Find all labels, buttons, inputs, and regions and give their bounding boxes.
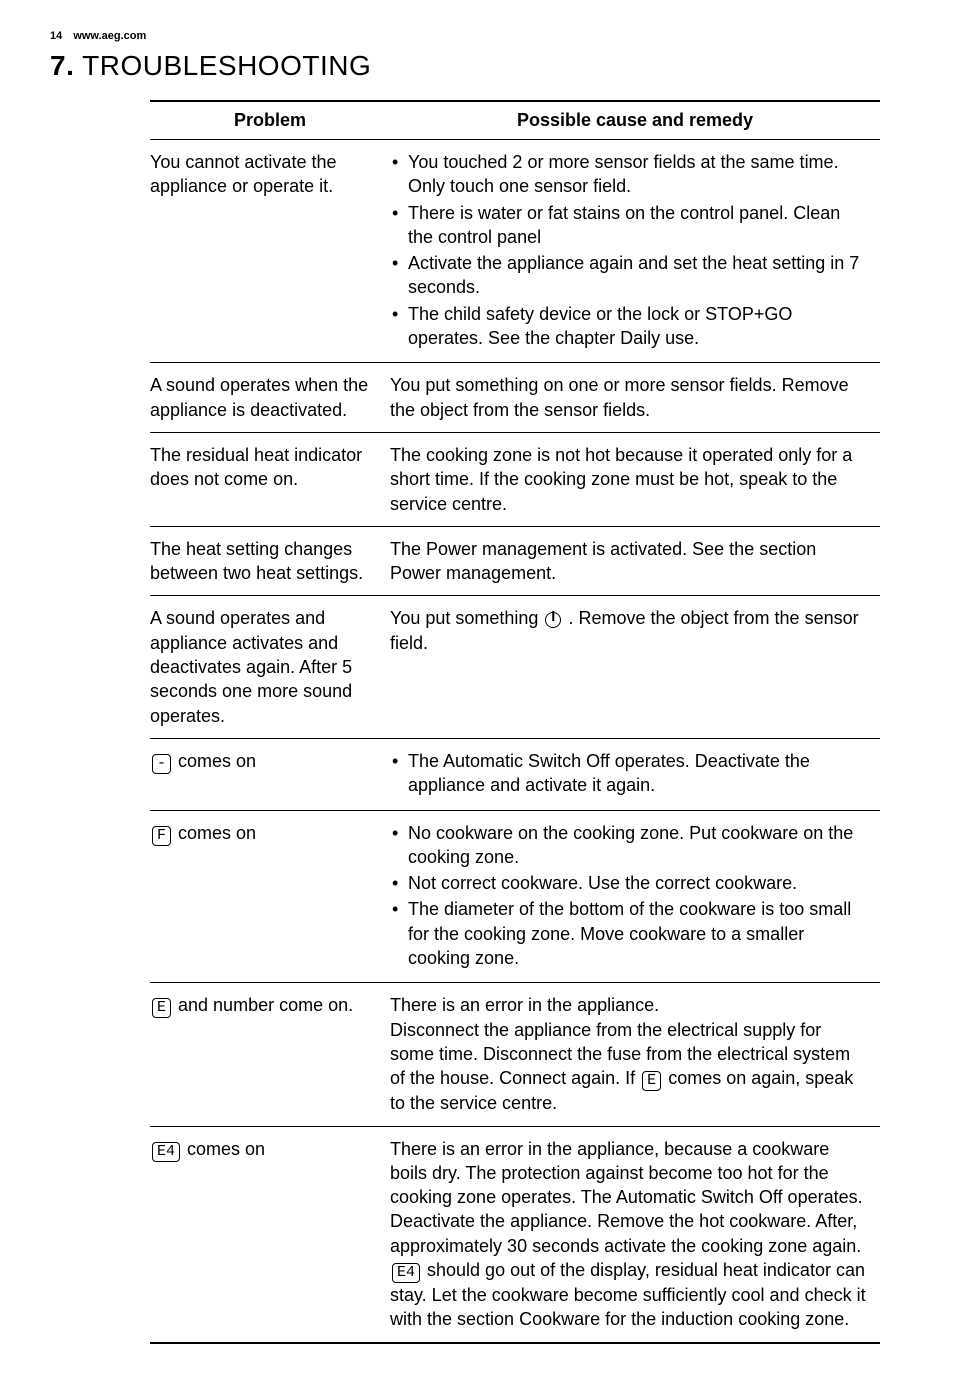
table-row: E and number come on.There is an error i…: [150, 983, 880, 1126]
remedy-list: You touched 2 or more sensor fields at t…: [390, 150, 870, 350]
remedy-cell: You put something . Remove the object fr…: [390, 596, 880, 738]
remedy-cell: The Automatic Switch Off operates. Deact…: [390, 738, 880, 810]
list-item: The Automatic Switch Off operates. Deact…: [390, 749, 870, 798]
troubleshooting-table: Problem Possible cause and remedy You ca…: [150, 100, 880, 1344]
table-row: F comes onNo cookware on the cooking zon…: [150, 810, 880, 983]
display-code-icon: F: [152, 826, 171, 846]
remedy-list: No cookware on the cooking zone. Put coo…: [390, 821, 870, 971]
problem-text: comes on: [182, 1139, 265, 1159]
list-item: Activate the appliance again and set the…: [390, 251, 870, 300]
remedy-cell: The Power management is activated. See t…: [390, 526, 880, 596]
list-item: The diameter of the bottom of the cookwa…: [390, 897, 870, 970]
display-code-icon: -: [152, 754, 171, 774]
remedy-text: There is an error in the appliance, beca…: [390, 1139, 863, 1256]
remedy-cell: No cookware on the cooking zone. Put coo…: [390, 810, 880, 983]
list-item: There is water or fat stains on the cont…: [390, 201, 870, 250]
table-row: You cannot activate the appliance or ope…: [150, 140, 880, 363]
remedy-cell: The cooking zone is not hot because it o…: [390, 432, 880, 526]
remedy-cell: You touched 2 or more sensor fields at t…: [390, 140, 880, 363]
problem-cell: The residual heat indicator does not com…: [150, 432, 390, 526]
remedy-text: You put something: [390, 608, 543, 628]
problem-text: and number come on.: [173, 995, 353, 1015]
remedy-cell: You put something on one or more sensor …: [390, 363, 880, 433]
problem-cell: E and number come on.: [150, 983, 390, 1126]
col-problem: Problem: [150, 101, 390, 140]
display-code-icon: E4: [152, 1142, 180, 1162]
table-row: The residual heat indicator does not com…: [150, 432, 880, 526]
problem-cell: F comes on: [150, 810, 390, 983]
problem-cell: - comes on: [150, 738, 390, 810]
problem-cell: The heat setting changes between two hea…: [150, 526, 390, 596]
section-number: 7.: [50, 50, 74, 81]
remedy-cell: There is an error in the appliance, beca…: [390, 1126, 880, 1343]
list-item: You touched 2 or more sensor fields at t…: [390, 150, 870, 199]
section-name: TROUBLESHOOTING: [82, 50, 371, 81]
list-item: The child safety device or the lock or S…: [390, 302, 870, 351]
page-header: 14 www.aeg.com: [50, 30, 904, 42]
table-row: - comes onThe Automatic Switch Off opera…: [150, 738, 880, 810]
problem-text: comes on: [173, 823, 256, 843]
table-row: A sound operates and appliance activates…: [150, 596, 880, 738]
power-icon: [545, 612, 561, 628]
problem-cell: A sound operates when the appliance is d…: [150, 363, 390, 433]
problem-cell: E4 comes on: [150, 1126, 390, 1343]
display-code-icon: E: [152, 998, 171, 1018]
col-remedy: Possible cause and remedy: [390, 101, 880, 140]
remedy-list: The Automatic Switch Off operates. Deact…: [390, 749, 870, 798]
section-title: 7. TROUBLESHOOTING: [50, 50, 904, 82]
problem-cell: A sound operates and appliance activates…: [150, 596, 390, 738]
list-item: Not correct cookware. Use the correct co…: [390, 871, 870, 895]
list-item: No cookware on the cooking zone. Put coo…: [390, 821, 870, 870]
display-code-icon: E4: [392, 1263, 420, 1283]
problem-cell: You cannot activate the appliance or ope…: [150, 140, 390, 363]
table-row: A sound operates when the appliance is d…: [150, 363, 880, 433]
table-row: The heat setting changes between two hea…: [150, 526, 880, 596]
display-code-icon: E: [642, 1071, 661, 1091]
site-url: www.aeg.com: [73, 30, 146, 42]
remedy-cell: There is an error in the appliance. Disc…: [390, 983, 880, 1126]
table-row: E4 comes onThere is an error in the appl…: [150, 1126, 880, 1343]
problem-text: comes on: [173, 751, 256, 771]
remedy-text: should go out of the display, residual h…: [390, 1260, 866, 1329]
page-number: 14: [50, 30, 62, 42]
